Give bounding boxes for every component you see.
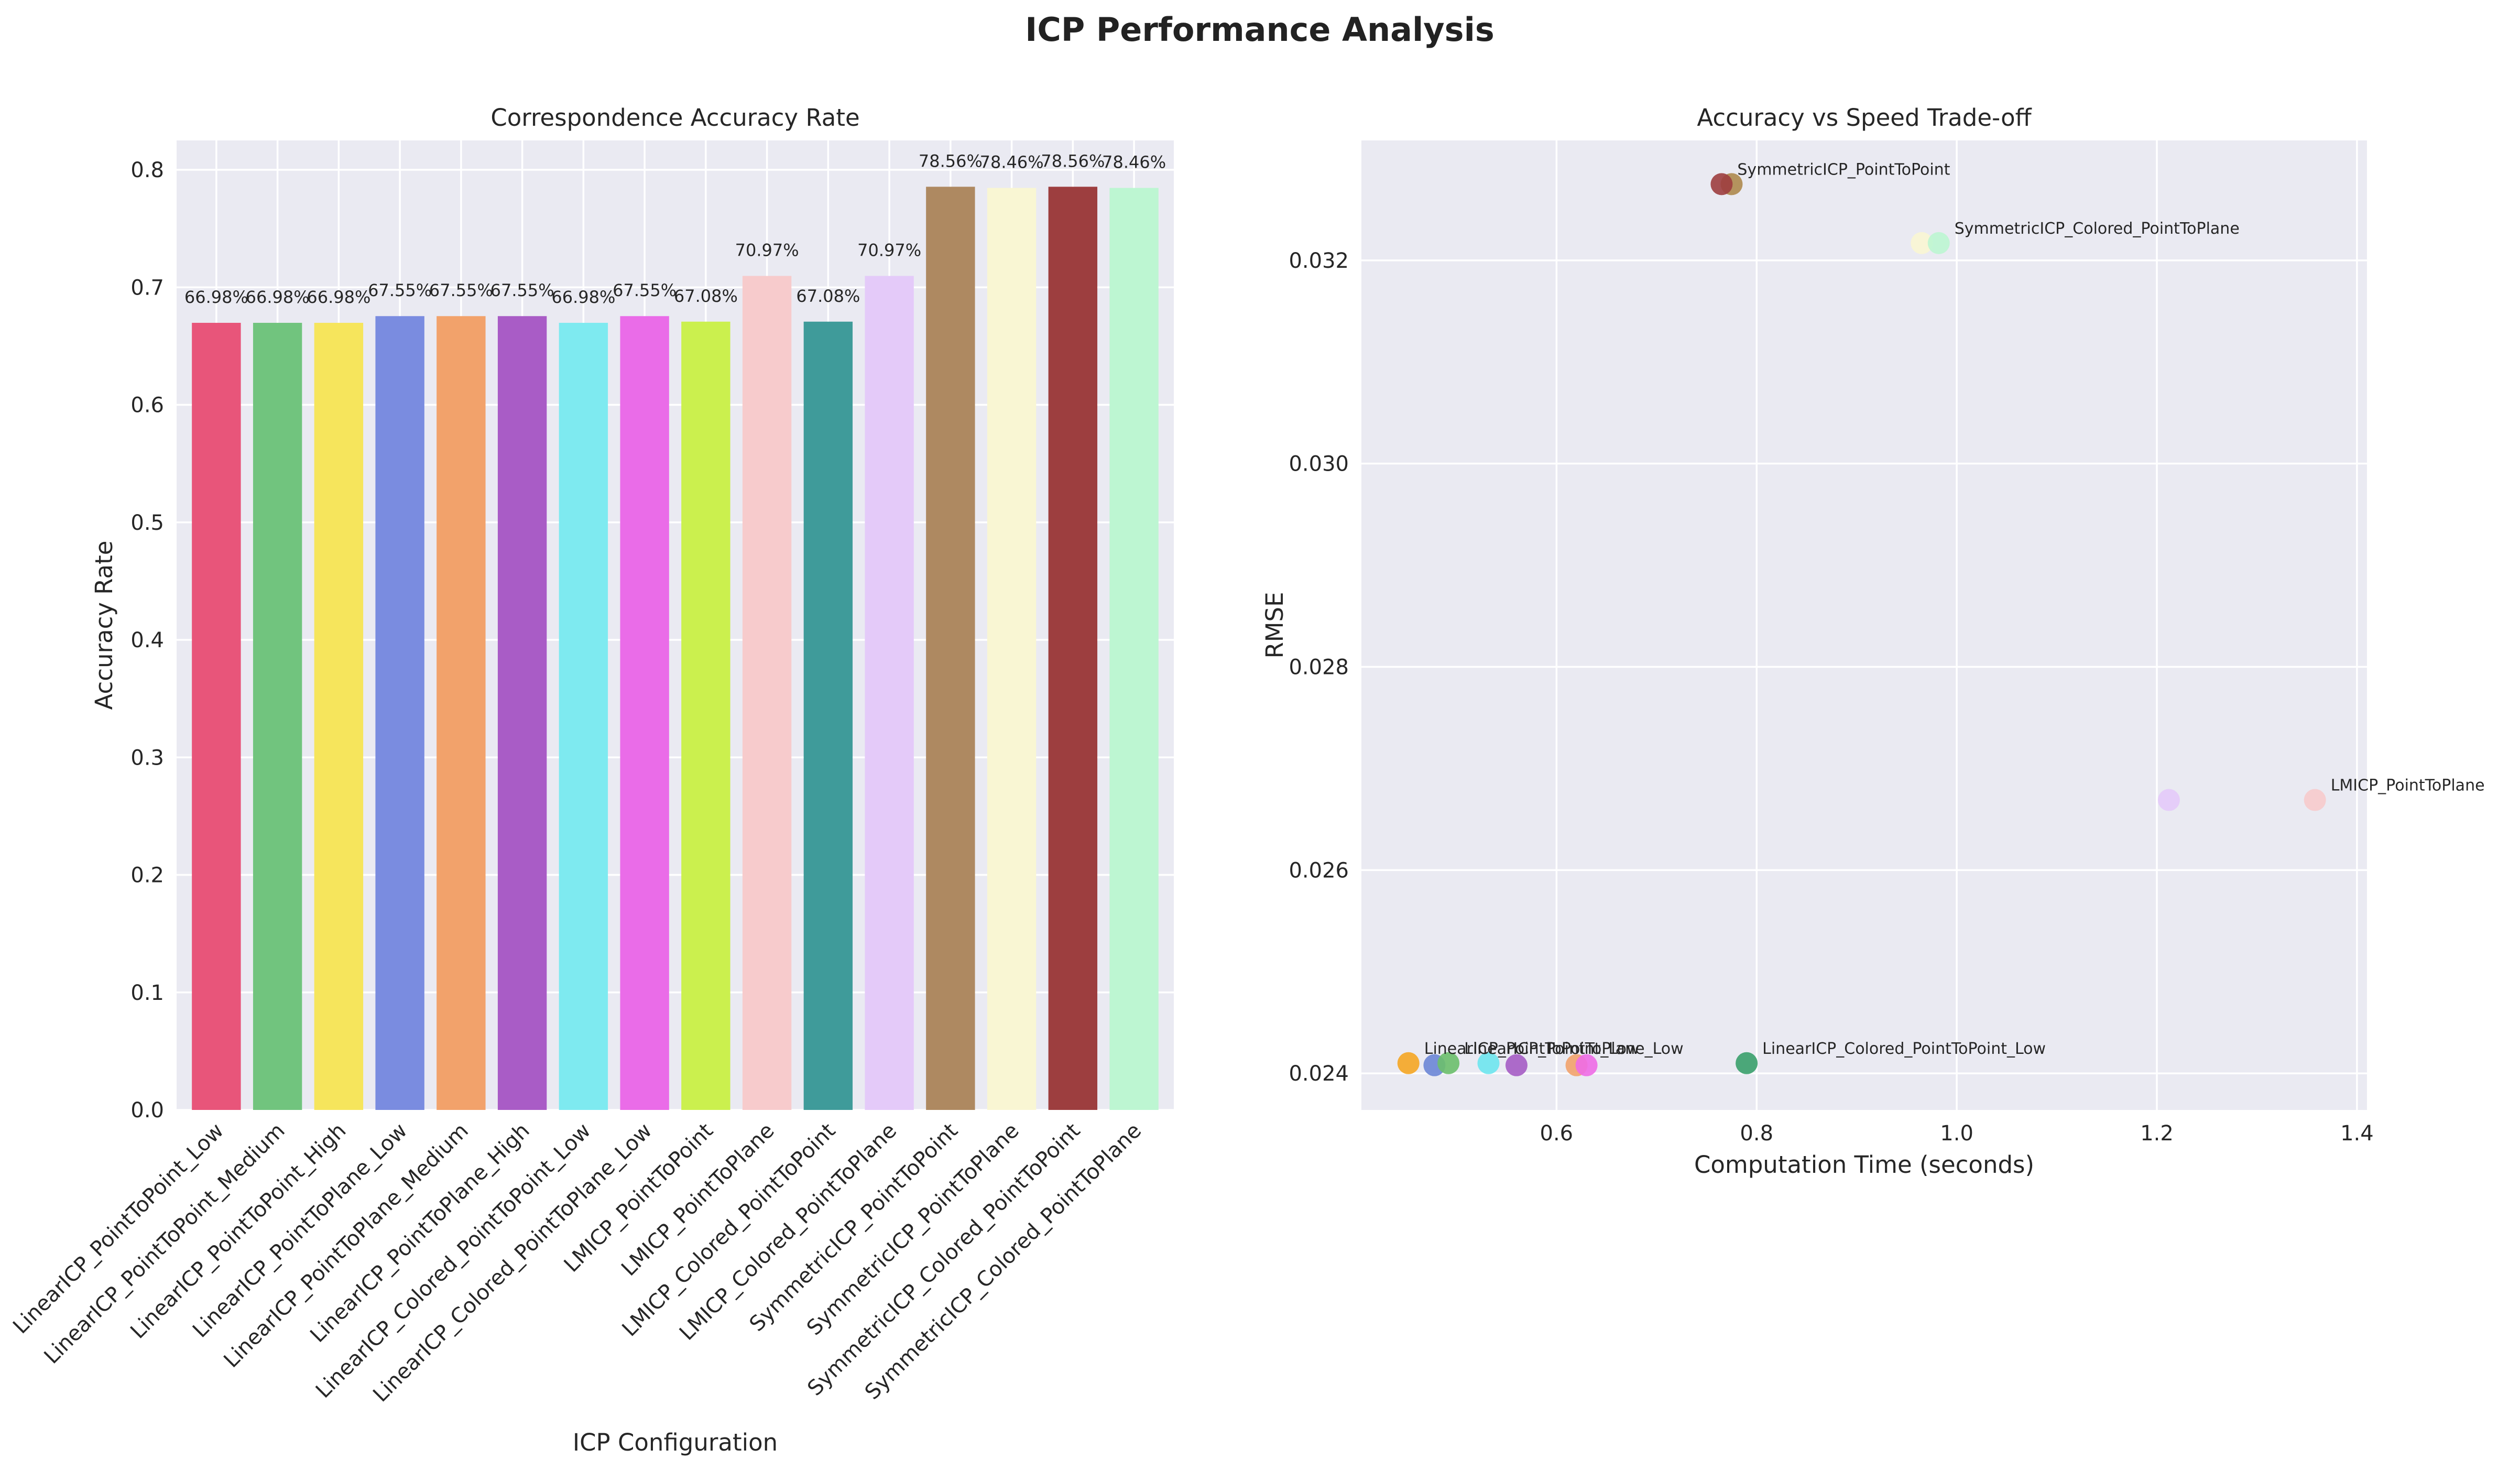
bar bbox=[192, 323, 241, 1110]
bar-value-label: 67.55% bbox=[490, 280, 554, 300]
bar-y-axis-label: Accuracy Rate bbox=[90, 541, 118, 710]
bar-value-label: 67.55% bbox=[429, 280, 493, 300]
bar bbox=[559, 323, 608, 1110]
scatter-point-label: SymmetricICP_Colored_PointToPlane bbox=[1955, 220, 2240, 238]
bar bbox=[375, 316, 424, 1110]
bar bbox=[803, 321, 853, 1110]
bar-value-label: 66.98% bbox=[551, 287, 615, 307]
bar bbox=[742, 276, 792, 1110]
scatter-point bbox=[1927, 232, 1950, 254]
scatter-point bbox=[1710, 173, 1733, 195]
scatter-point bbox=[1505, 1054, 1528, 1076]
scatter-point bbox=[1437, 1052, 1460, 1074]
bar-y-tick-label: 0.3 bbox=[130, 746, 164, 770]
scatter-x-tick-label: 0.8 bbox=[1740, 1121, 1773, 1146]
bar-value-label: 78.56% bbox=[919, 151, 983, 171]
figure-title: ICP Performance Analysis bbox=[1025, 10, 1494, 49]
bar-value-label: 78.46% bbox=[980, 152, 1044, 172]
scatter-chart: 0.6 0.8 1.0 1.2 1.4 0.024 0.026 0.028 0.030 0.032… bbox=[1261, 104, 2485, 1179]
scatter-point-label: LinearICP_Colored_PointToPoint_Low bbox=[1762, 1040, 2046, 1058]
scatter-x-tick-label: 1.4 bbox=[2340, 1121, 2374, 1146]
bar-value-label: 70.97% bbox=[735, 241, 799, 260]
bar-value-label: 67.08% bbox=[674, 286, 738, 306]
scatter-point-label: LinearICP_PointToPoint_Low bbox=[1424, 1040, 1640, 1058]
bar-value-label: 67.55% bbox=[368, 280, 432, 300]
bar bbox=[926, 187, 975, 1110]
scatter-point bbox=[1477, 1052, 1500, 1074]
bar-x-axis-label: ICP Configuration bbox=[573, 1429, 778, 1456]
bar-y-tick-label: 0.4 bbox=[130, 628, 164, 652]
scatter-point bbox=[1575, 1054, 1598, 1076]
scatter-point bbox=[1397, 1052, 1420, 1074]
bar-value-label: 78.46% bbox=[1102, 152, 1166, 172]
scatter-x-tick-label: 0.6 bbox=[1540, 1121, 1574, 1146]
bar-x-tick-label: LinearICP_Colored_PointToPlane_Low bbox=[368, 1119, 657, 1407]
scatter-point bbox=[1911, 232, 1933, 254]
bar-chart: 66.98%66.98%66.98%67.55%67.55%67.55%66.9… bbox=[8, 104, 1174, 1456]
bar-x-tick-label: LinearICP_PointToPlane_High bbox=[306, 1119, 534, 1347]
scatter-point bbox=[1736, 1052, 1758, 1074]
bar bbox=[1048, 187, 1098, 1110]
scatter-y-tick-label: 0.030 bbox=[1289, 452, 1349, 476]
scatter-x-axis-label: Computation Time (seconds) bbox=[1694, 1151, 2034, 1179]
bar-y-tick-label: 0.7 bbox=[130, 276, 164, 300]
scatter-y-tick-label: 0.028 bbox=[1289, 656, 1349, 680]
bar-x-tick-label: LMICP_Colored_PointToPlane bbox=[675, 1119, 901, 1345]
bar-y-tick-label: 0.2 bbox=[130, 864, 164, 888]
scatter-point-label: LMICP_PointToPlane bbox=[2331, 777, 2485, 795]
scatter-x-tick-label: 1.2 bbox=[2140, 1121, 2174, 1146]
scatter-point bbox=[2304, 789, 2326, 811]
bar bbox=[314, 323, 364, 1110]
bar-value-label: 67.55% bbox=[613, 280, 677, 300]
scatter-y-tick-label: 0.024 bbox=[1289, 1062, 1349, 1086]
bar-value-label: 78.56% bbox=[1041, 151, 1105, 171]
bar-value-label: 66.98% bbox=[246, 287, 310, 307]
bar bbox=[987, 188, 1037, 1110]
bar-y-tick-label: 0.1 bbox=[130, 981, 164, 1005]
scatter-y-tick-label: 0.032 bbox=[1289, 249, 1349, 273]
bar-y-tick-label: 0.6 bbox=[130, 394, 164, 418]
bar-value-label: 70.97% bbox=[857, 241, 921, 260]
bar-value-label: 66.98% bbox=[184, 287, 248, 307]
bar-chart-title: Correspondence Accuracy Rate bbox=[490, 104, 859, 132]
bar-y-tick-label: 0.5 bbox=[130, 511, 164, 535]
bar bbox=[1109, 188, 1159, 1110]
scatter-chart-title: Accuracy vs Speed Trade-off bbox=[1697, 104, 2032, 132]
bar bbox=[253, 323, 302, 1110]
bar bbox=[865, 276, 914, 1110]
bar bbox=[681, 321, 730, 1110]
scatter-plot-area bbox=[1361, 140, 2367, 1110]
bar bbox=[497, 316, 547, 1110]
bar-value-label: 66.98% bbox=[307, 287, 370, 307]
bar-y-tick-label: 0.0 bbox=[130, 1098, 164, 1123]
scatter-y-tick-label: 0.026 bbox=[1289, 858, 1349, 882]
scatter-point-label: LinearICP_PointToPlane_Low bbox=[1464, 1040, 1684, 1058]
scatter-y-axis-label: RMSE bbox=[1261, 592, 1289, 658]
scatter-point bbox=[2157, 789, 2180, 811]
scatter-x-tick-label: 1.0 bbox=[1940, 1121, 1973, 1146]
bar-y-tick-label: 0.8 bbox=[130, 158, 164, 182]
bar-value-label: 67.08% bbox=[796, 286, 860, 306]
bar bbox=[620, 316, 669, 1110]
scatter-point-label: SymmetricICP_PointToPoint bbox=[1737, 160, 1950, 179]
bar bbox=[437, 316, 486, 1110]
